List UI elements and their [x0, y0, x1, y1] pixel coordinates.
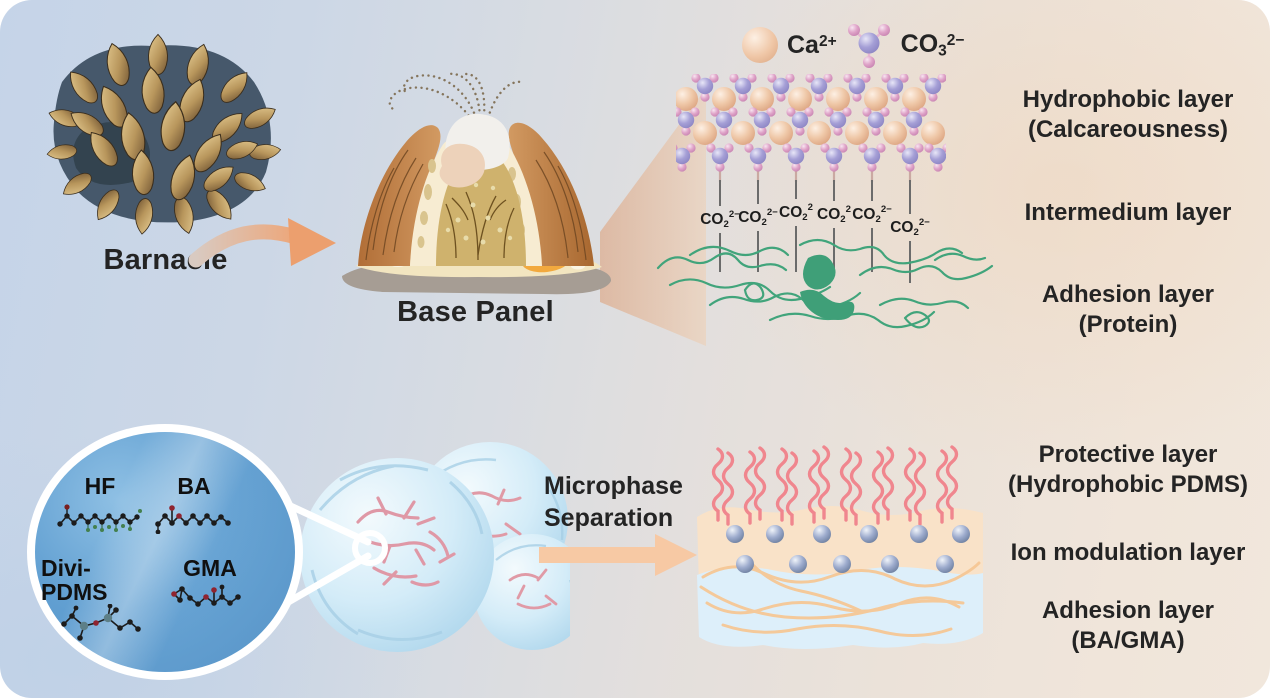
adhesion-bagma-layer-label: Adhesion layer (BA/GMA)	[1041, 597, 1215, 654]
adhesion-protein-layer-label: Adhesion layer (Protein)	[1041, 281, 1215, 338]
intermedium-layer-label: Intermedium layer	[1024, 199, 1232, 226]
carbonate-molecule-icon	[847, 24, 890, 68]
co2-label: CO22−	[852, 204, 892, 226]
monomer-ba: BA	[155, 474, 233, 534]
monomer-hf: HF	[57, 474, 142, 534]
arrow-barnacle-to-panel	[188, 218, 336, 268]
hydrophobic-layer-label: Hydrophobic layer (Calcareousness)	[1022, 86, 1234, 143]
calcium-sphere-icon	[742, 27, 778, 63]
tether-co2: CO22−	[694, 180, 746, 273]
arrow-microphase	[539, 534, 697, 576]
hf-molecule-icon	[57, 504, 142, 532]
protein-adhesion-layer	[656, 238, 994, 329]
carbonate-formula: CO32−	[900, 29, 965, 60]
protective-layer-label: Protective layer (Hydrophobic PDMS)	[1008, 441, 1248, 498]
calcareous-lattice	[676, 74, 946, 182]
co2-label: CO22	[817, 204, 851, 226]
base-panel-label: Base Panel	[397, 296, 554, 328]
co2-label: CO22−	[890, 217, 930, 239]
micelle-blobs	[300, 442, 570, 652]
process-label: Microphase Separation	[544, 472, 683, 532]
ba-molecule-icon	[155, 505, 231, 534]
tether-co2: CO22	[808, 180, 860, 273]
coating-structure	[697, 445, 983, 649]
co2-label: CO22	[779, 202, 813, 224]
cirri	[388, 72, 524, 122]
tether-co2: CO22	[770, 180, 822, 273]
co2-label: CO22−	[738, 207, 778, 229]
monomer-circle: HF BA	[27, 424, 303, 680]
gma-molecule-icon	[171, 584, 241, 607]
barnacle-photo	[45, 33, 283, 236]
tether-co2: CO22−	[846, 180, 898, 273]
monomer-divi-pdms: Divi-PDMS	[41, 556, 155, 644]
ion-legend: Ca2+ CO32−	[742, 20, 964, 70]
divi-pdms-molecule-icon	[61, 604, 141, 641]
calcium-formula: Ca2+	[787, 30, 837, 59]
co2-label: CO22−	[700, 209, 740, 231]
base-panel-illustration	[342, 72, 612, 295]
monomer-gma: GMA	[171, 556, 249, 618]
ion-modulation-layer-label: Ion modulation layer	[1010, 539, 1246, 566]
